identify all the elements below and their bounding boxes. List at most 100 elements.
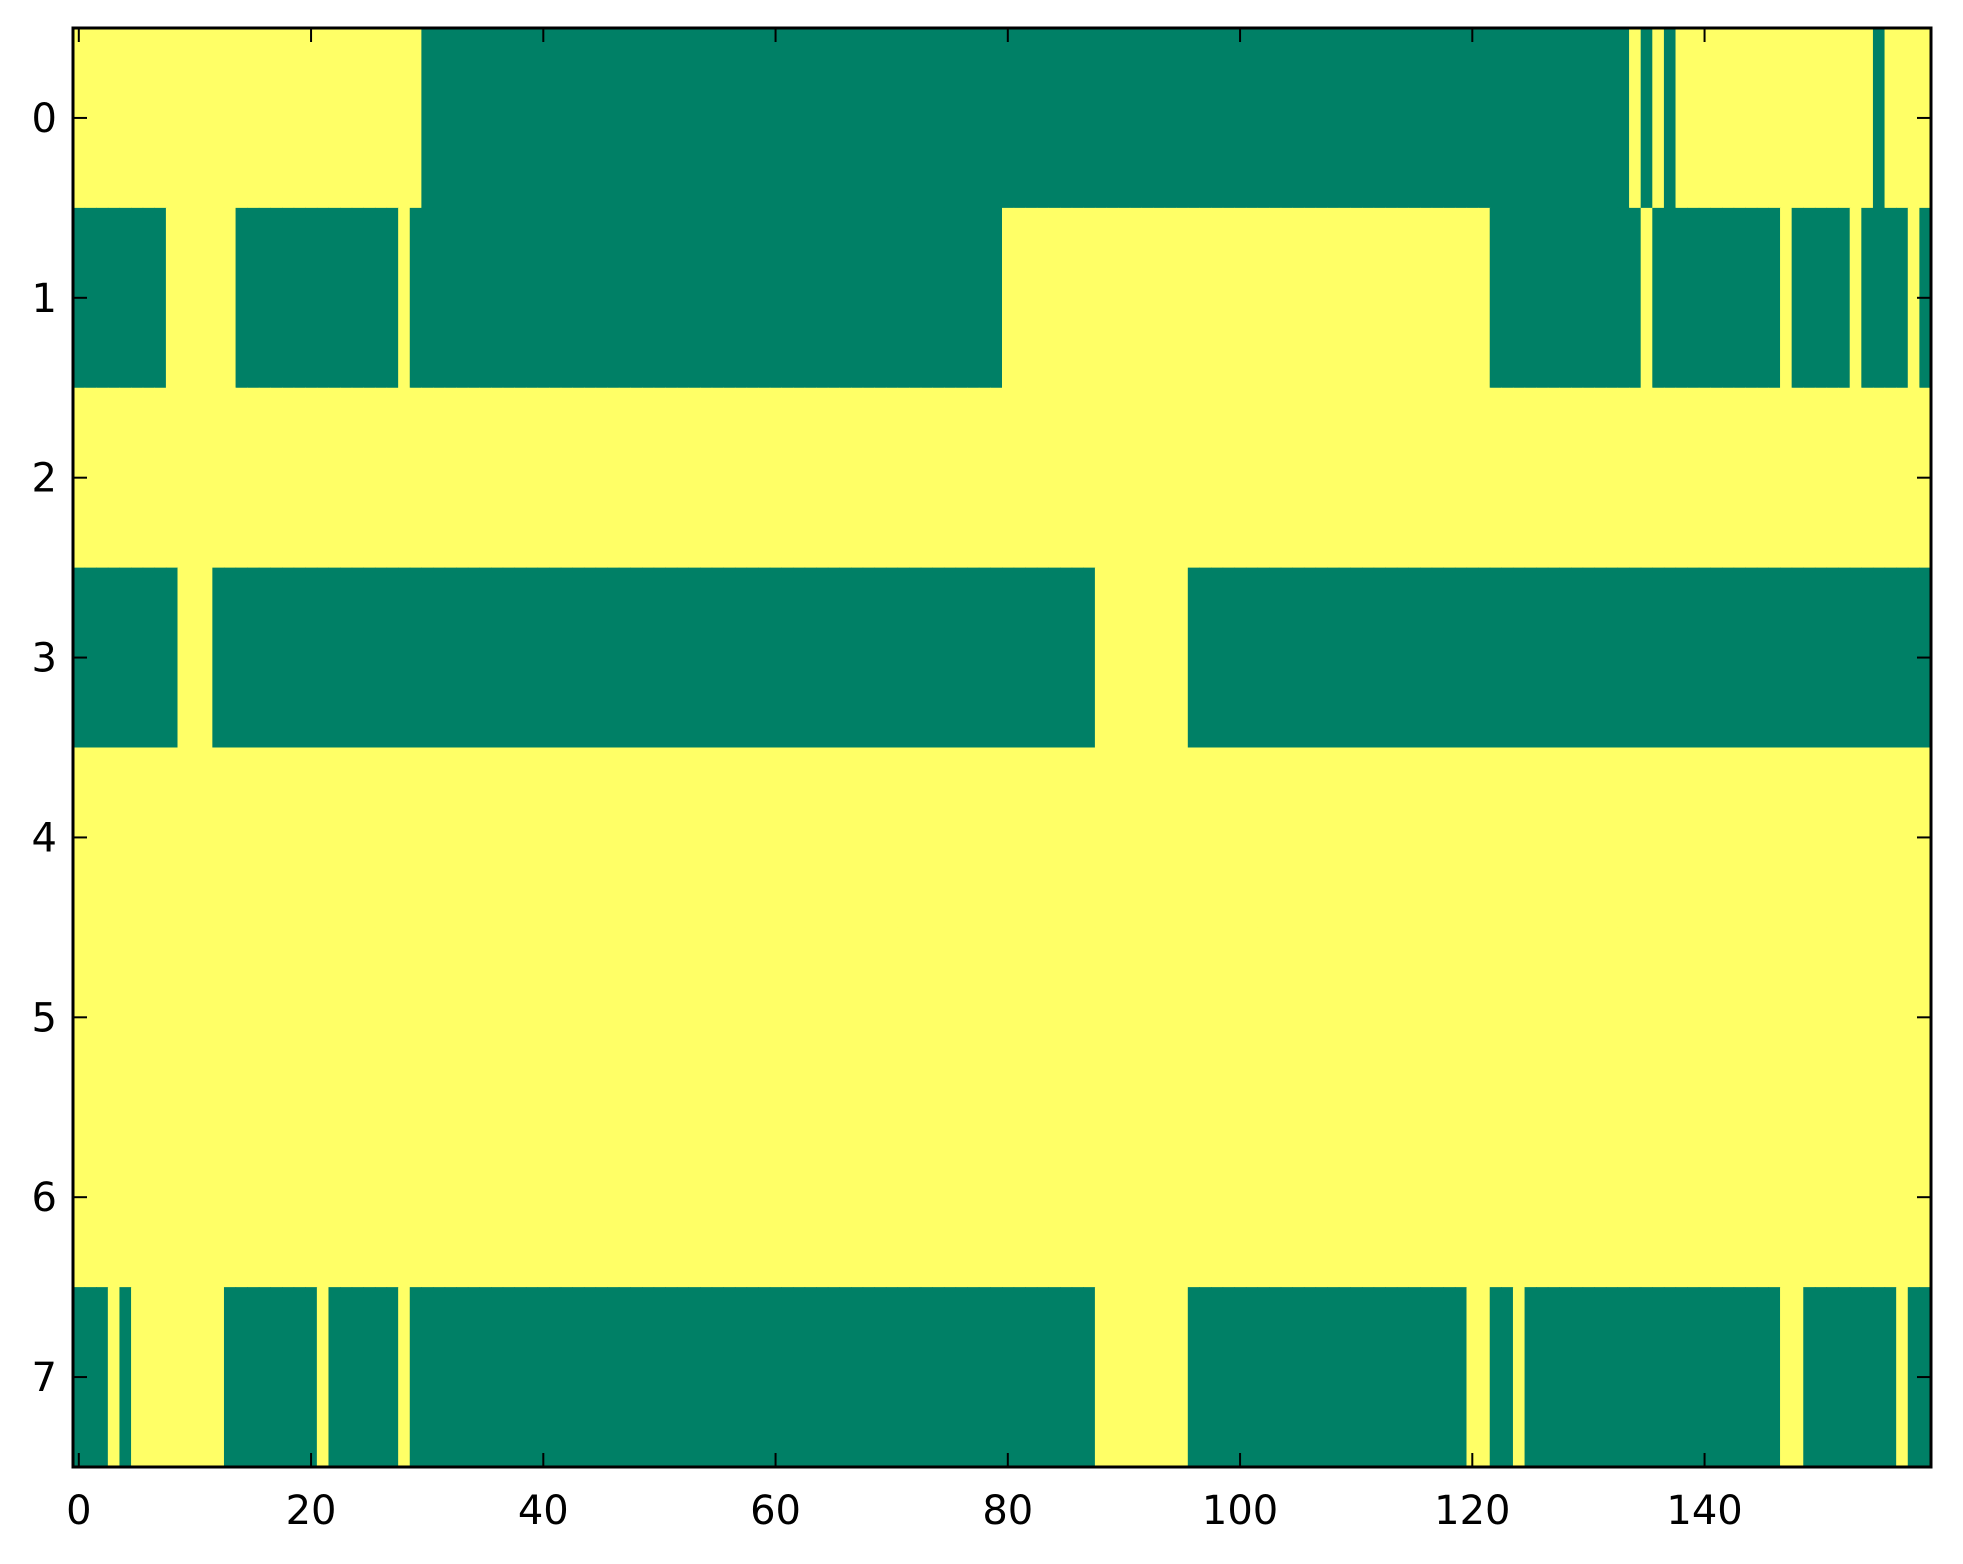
heatmap-cell [1838, 28, 1851, 209]
heatmap-cell [96, 927, 109, 1108]
heatmap-cell [1222, 1107, 1235, 1288]
heatmap-cell [758, 1107, 771, 1288]
heatmap-cell [1907, 28, 1920, 209]
heatmap-cell [467, 747, 481, 928]
heatmap-cell [340, 747, 353, 928]
heatmap-cell [595, 567, 608, 749]
heatmap-cell [1094, 927, 1108, 1108]
heatmap-cell [1640, 1107, 1653, 1288]
heatmap-cell [514, 1107, 527, 1288]
heatmap-cell [618, 207, 631, 389]
heatmap-cell [1141, 567, 1154, 749]
heatmap-cell [618, 1287, 631, 1468]
heatmap-cell [479, 207, 492, 389]
heatmap-cell [1640, 927, 1653, 1108]
heatmap-cell [1896, 387, 1909, 569]
heatmap-cell [1245, 28, 1259, 209]
heatmap-cell [1025, 567, 1038, 749]
heatmap-cell [282, 747, 295, 928]
heatmap-cell [1164, 207, 1177, 389]
heatmap-cell [1199, 387, 1212, 569]
heatmap-cell [1176, 747, 1189, 928]
heatmap-cell [665, 1287, 678, 1468]
heatmap-cell [1118, 207, 1131, 389]
heatmap-cell [1176, 207, 1189, 389]
heatmap-cell [1675, 28, 1688, 209]
heatmap-cell [549, 1287, 562, 1468]
heatmap-cell [1687, 927, 1700, 1108]
heatmap-cell [502, 1287, 515, 1468]
heatmap-cell [1629, 387, 1642, 569]
heatmap-cell [1315, 207, 1328, 389]
heatmap-cell [537, 927, 550, 1108]
heatmap-cell [1663, 747, 1677, 928]
heatmap-cell [827, 387, 841, 569]
heatmap-cell [1176, 387, 1189, 569]
heatmap-cell [978, 567, 991, 749]
heatmap-cell [374, 1287, 388, 1468]
heatmap-cell [572, 927, 585, 1108]
heatmap-cell [1547, 927, 1560, 1108]
heatmap-cell [920, 207, 933, 389]
heatmap-cell [1361, 28, 1375, 209]
heatmap-cell [607, 387, 620, 569]
heatmap-cell [804, 387, 817, 569]
heatmap-cell [1303, 567, 1317, 749]
heatmap-cell [1640, 207, 1653, 389]
heatmap-cell [1013, 207, 1026, 389]
heatmap-cell [340, 387, 353, 569]
heatmap-cell [305, 207, 318, 389]
heatmap-cell [1745, 747, 1758, 928]
heatmap-cell [1327, 567, 1340, 749]
heatmap-cell [514, 207, 527, 389]
heatmap-cell [363, 387, 376, 569]
heatmap-cell [1002, 387, 1015, 569]
heatmap-cell [990, 1107, 1003, 1288]
heatmap-cell [1443, 28, 1456, 209]
heatmap-cell [293, 927, 306, 1108]
heatmap-cell [758, 927, 771, 1108]
heatmap-cell [1721, 927, 1735, 1108]
heatmap-cell [572, 1107, 585, 1288]
heatmap-cell [1698, 207, 1711, 389]
heatmap-cell [874, 927, 887, 1108]
heatmap-cell [1292, 207, 1305, 389]
heatmap-cell [107, 747, 121, 928]
heatmap-cell [165, 747, 179, 928]
heatmap-cell [96, 1287, 109, 1468]
heatmap-cell [1152, 1107, 1166, 1288]
heatmap-cell [1698, 927, 1711, 1108]
heatmap-cell [932, 28, 945, 209]
heatmap-cell [1512, 1287, 1526, 1468]
heatmap-cell [1745, 1287, 1758, 1468]
heatmap-cell [142, 387, 155, 569]
heatmap-cell [1838, 1287, 1851, 1468]
heatmap-cell [1652, 28, 1665, 209]
heatmap-cell [1559, 28, 1572, 209]
heatmap-cell [1547, 207, 1560, 389]
heatmap-cell [247, 927, 260, 1108]
heatmap-cell [653, 28, 666, 209]
heatmap-cell [1222, 207, 1235, 389]
heatmap-cell [1872, 207, 1886, 389]
heatmap-cell [502, 28, 515, 209]
heatmap-cell [1164, 747, 1177, 928]
heatmap-cell [1443, 387, 1456, 569]
heatmap-cell [607, 28, 620, 209]
heatmap-cell [1803, 1107, 1816, 1288]
heatmap-cell [1257, 387, 1270, 569]
heatmap-cell [235, 567, 248, 749]
heatmap-cell [1559, 567, 1572, 749]
heatmap-cell [920, 927, 933, 1108]
heatmap-cell [479, 927, 492, 1108]
heatmap-cell [897, 567, 910, 749]
heatmap-cell [212, 1107, 225, 1288]
heatmap-cell [1803, 1287, 1816, 1468]
heatmap-cell [1071, 28, 1084, 209]
heatmap-cell [1408, 747, 1421, 928]
heatmap-cell [1617, 387, 1630, 569]
heatmap-cell [1466, 207, 1479, 389]
heatmap-cell [119, 567, 132, 749]
heatmap-cell [189, 207, 202, 389]
heatmap-cell [1652, 567, 1665, 749]
